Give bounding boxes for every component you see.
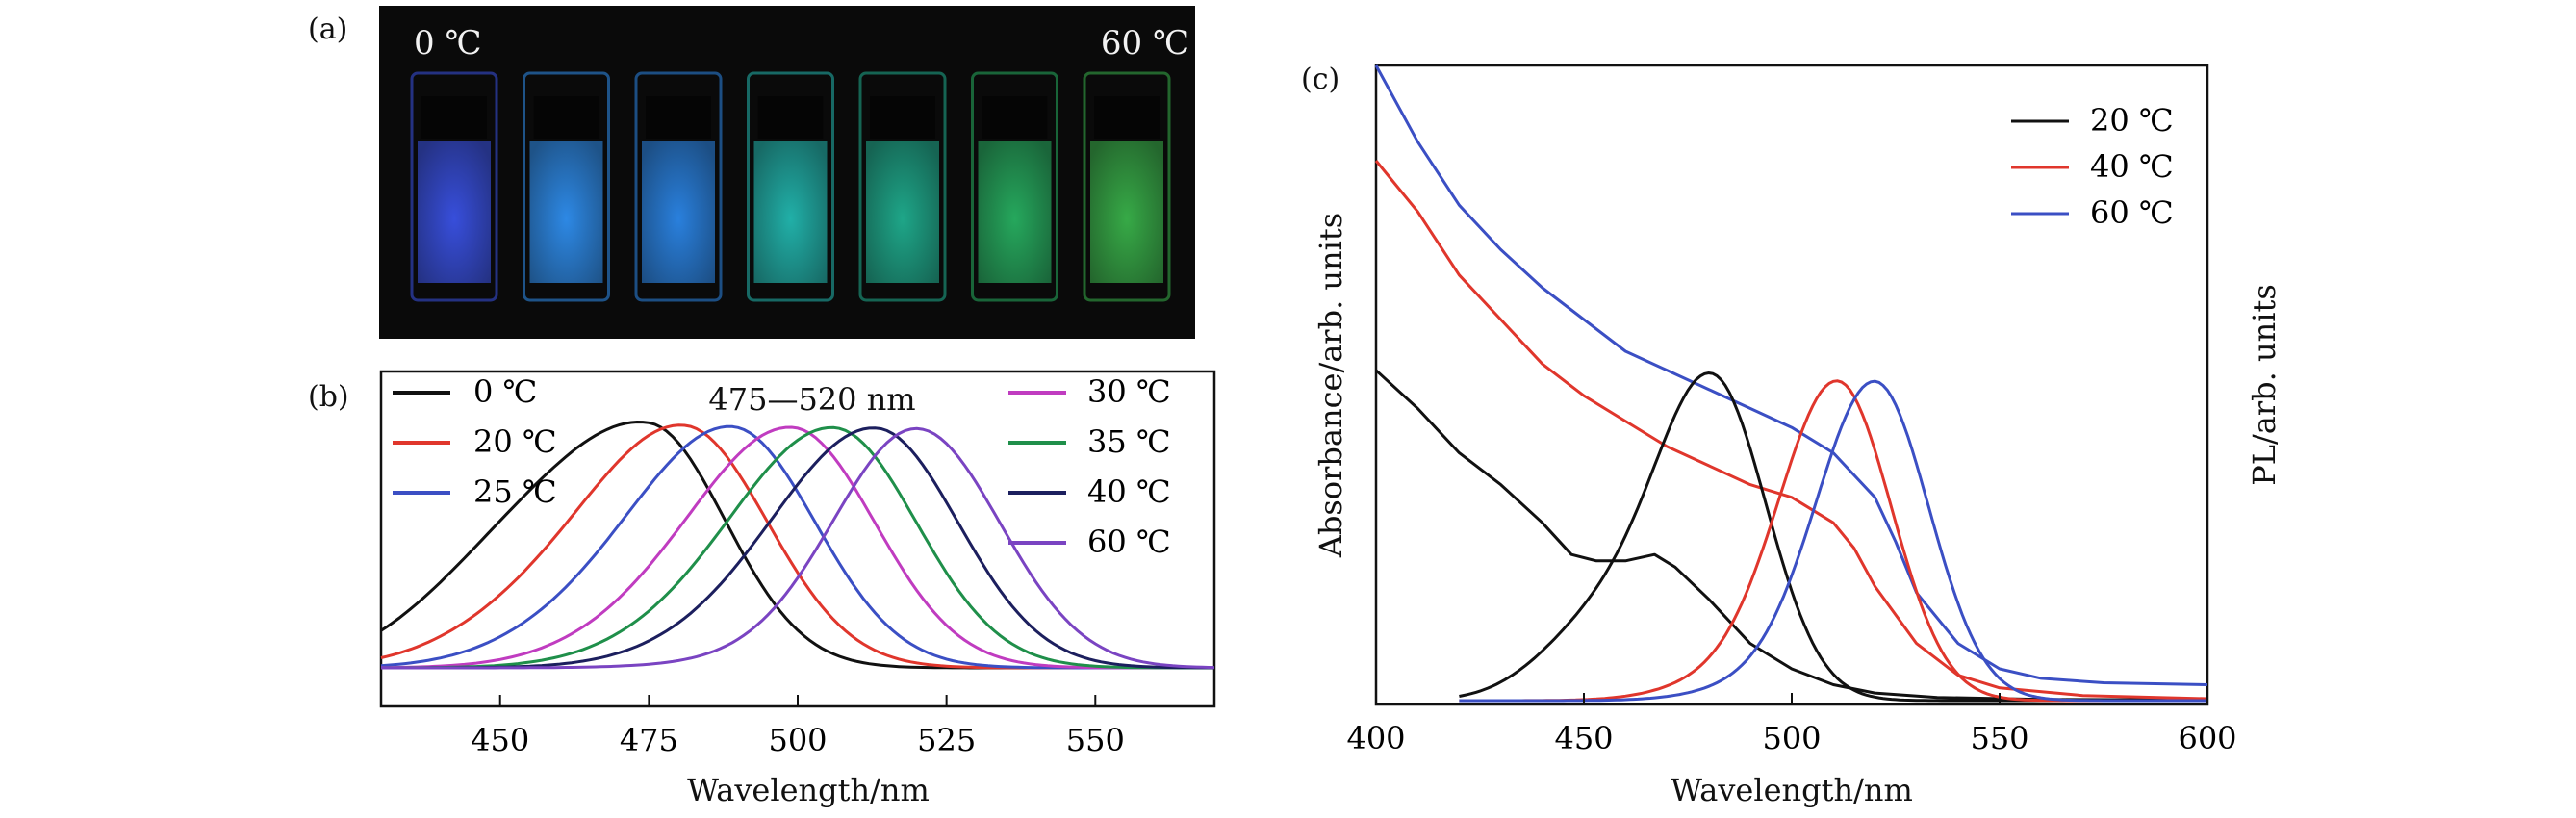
- vial: [1083, 71, 1171, 302]
- chart-c-pl-line: [1459, 379, 2207, 703]
- chart-c-legend-label: 40 ℃: [2090, 148, 2174, 185]
- chart-b-legend-label: 30 ℃: [1087, 373, 1171, 410]
- chart-c-y-axis-label-left: Absorbance/arb. units: [1313, 213, 1349, 558]
- chart-b-legend-label: 0 ℃: [473, 373, 537, 410]
- vial: [971, 71, 1058, 302]
- chart-b-x-tick-label: 500: [768, 722, 827, 758]
- photo-label-start: 0 ℃: [414, 24, 481, 63]
- chart-b-legend-label: 35 ℃: [1087, 423, 1171, 460]
- chart-c-x-tick-label: 450: [1554, 720, 1613, 756]
- chart-b-x-tick-label: 475: [620, 722, 678, 758]
- chart-c-absorbance-line: [1374, 64, 2208, 686]
- vial-outline: [971, 71, 1058, 302]
- chart-b: 450 475 500 525 550 475—520 nm Wavelength/nm…: [379, 370, 1216, 808]
- vial-liquid: [418, 141, 491, 283]
- photo-label-end: 60 ℃: [1101, 24, 1189, 63]
- chart-b-legend-label: 60 ℃: [1087, 524, 1171, 560]
- chart-b-legend-label: 20 ℃: [473, 423, 557, 460]
- chart-c-frame: [1374, 64, 2209, 706]
- chart-b-series-line: [381, 426, 1215, 670]
- chart-b-x-ticks: 450 475 500 525 550: [471, 695, 1125, 758]
- vial-outline: [523, 71, 610, 302]
- panel-label-c: (c): [1301, 63, 1339, 96]
- chart-c-series-group: [1374, 64, 2208, 703]
- chart-c: 400 450 500 550 600 Wavelength/nm Absorbance…: [1313, 64, 2283, 808]
- chart-c-legend-label: 20 ℃: [2090, 102, 2174, 139]
- vial: [858, 71, 947, 302]
- chart-c-x-ticks: 400 450 500 550 600: [1346, 693, 2237, 756]
- vial-headspace: [421, 96, 487, 139]
- vial-headspace: [870, 96, 935, 139]
- chart-b-x-tick-label: 450: [471, 722, 529, 758]
- vial-liquid: [642, 141, 715, 283]
- vial-headspace: [757, 96, 824, 139]
- vial-headspace: [646, 96, 711, 139]
- vial-outline: [747, 71, 834, 302]
- chart-b-x-tick-label: 550: [1066, 722, 1125, 758]
- chart-b-series-line: [381, 425, 1214, 670]
- chart-b-series-group: [380, 420, 1215, 670]
- chart-c-y-axis-label-right: PL/arb. units: [2246, 284, 2283, 486]
- chart-c-legend-label: 60 ℃: [2090, 194, 2174, 231]
- panel-label-b: (b): [308, 380, 349, 414]
- chart-c-absorbance-line: [1374, 160, 2208, 701]
- vial-outline: [1083, 71, 1171, 302]
- chart-c-x-tick-label: 550: [1970, 720, 2028, 756]
- vial-liquid: [529, 141, 603, 283]
- vial-outline: [858, 71, 947, 302]
- chart-c-legend: 20 ℃ 40 ℃ 60 ℃: [2011, 102, 2174, 231]
- chart-b-legend-label: 40 ℃: [1087, 473, 1171, 510]
- vial-headspace: [533, 96, 599, 139]
- vial-liquid: [1090, 141, 1163, 283]
- chart-c-x-tick-label: 400: [1346, 720, 1405, 756]
- vial: [410, 71, 498, 302]
- chart-b-x-tick-label: 525: [917, 722, 976, 758]
- vial: [747, 71, 834, 302]
- chart-b-series-line: [380, 425, 1214, 670]
- vial: [634, 71, 723, 302]
- chart-c-x-axis-label: Wavelength/nm: [1671, 772, 1913, 808]
- vial-group: [410, 71, 1171, 302]
- chart-c-pl-line: [1459, 379, 2207, 703]
- vial-outline: [634, 71, 723, 302]
- panel-label-a: (a): [308, 13, 347, 46]
- vial-liquid: [978, 141, 1052, 283]
- chart-c-x-tick-label: 500: [1762, 720, 1821, 756]
- chart-c-pl-line: [1459, 371, 2207, 703]
- vial-liquid: [866, 141, 939, 283]
- chart-b-x-axis-label: Wavelength/nm: [687, 772, 930, 808]
- chart-c-absorbance-line: [1374, 369, 2208, 702]
- vial-headspace: [1094, 96, 1160, 139]
- chart-c-x-tick-label: 600: [2178, 720, 2236, 756]
- vial-headspace: [982, 96, 1048, 139]
- vial: [523, 71, 610, 302]
- vial-photo: 0 ℃ 60 ℃: [379, 6, 1195, 339]
- vial-liquid: [753, 141, 828, 283]
- vial-outline: [410, 71, 498, 302]
- chart-b-annotation: 475—520 nm: [708, 381, 915, 418]
- chart-b-legend: 0 ℃ 20 ℃ 25 ℃ 30 ℃ 35 ℃ 40 ℃ 60 ℃: [393, 373, 1171, 560]
- chart-b-legend-label: 25 ℃: [473, 473, 557, 510]
